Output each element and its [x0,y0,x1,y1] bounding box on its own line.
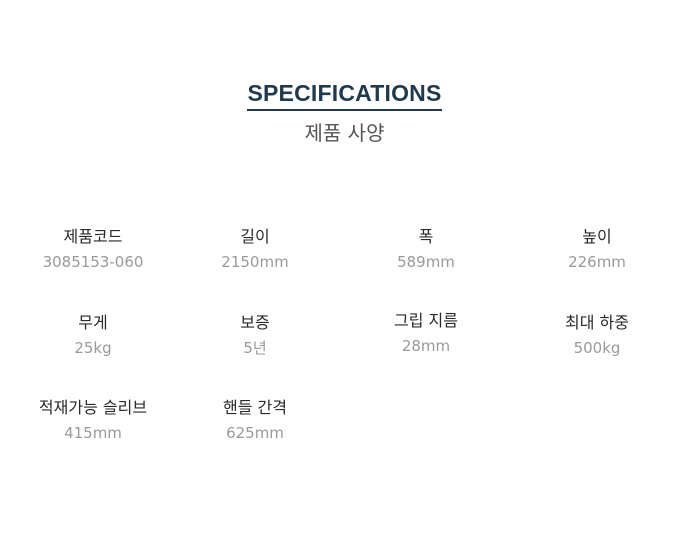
spec-item-width: 폭 589mm [341,226,511,272]
spec-value: 5년 [243,339,267,357]
specifications-header: SPECIFICATIONS 제품 사양 [0,78,689,146]
spec-label: 폭 [418,227,434,246]
spec-value: 2150mm [221,253,289,271]
spec-item-product-code: 제품코드 3085153-060 [8,226,178,272]
spec-value: 500kg [573,339,621,357]
spec-label: 핸들 간격 [223,398,287,417]
spec-item-warranty: 보증 5년 [170,312,340,358]
spec-value: 3085153-060 [42,253,144,271]
spec-value: 28mm [401,337,451,355]
spec-item-max-load: 최대 하중 500kg [512,312,682,358]
spec-item-handle-spacing: 핸들 간격 625mm [170,397,340,443]
spec-label: 높이 [582,227,612,246]
spec-value: 25kg [74,339,112,357]
spec-item-height: 높이 226mm [512,226,682,272]
spec-item-weight: 무게 25kg [8,312,178,358]
spec-value: 589mm [397,253,455,271]
spec-item-length: 길이 2150mm [170,226,340,272]
spec-label: 길이 [240,227,270,246]
spec-item-grip-diameter: 그립 지름 28mm [341,310,511,356]
section-subtitle: 제품 사양 [304,121,385,145]
spec-label: 무게 [78,313,108,332]
spec-label: 제품코드 [63,227,123,246]
spec-value: 415mm [64,424,122,442]
spec-label: 그립 지름 [394,311,458,330]
spec-label: 적재가능 슬리브 [38,398,148,417]
spec-label: 보증 [240,313,270,332]
spec-item-loadable-sleeve: 적재가능 슬리브 415mm [8,397,178,443]
spec-value: 625mm [226,424,284,442]
spec-label: 최대 하중 [565,313,629,332]
section-title: SPECIFICATIONS [247,78,442,111]
spec-value: 226mm [568,253,626,271]
